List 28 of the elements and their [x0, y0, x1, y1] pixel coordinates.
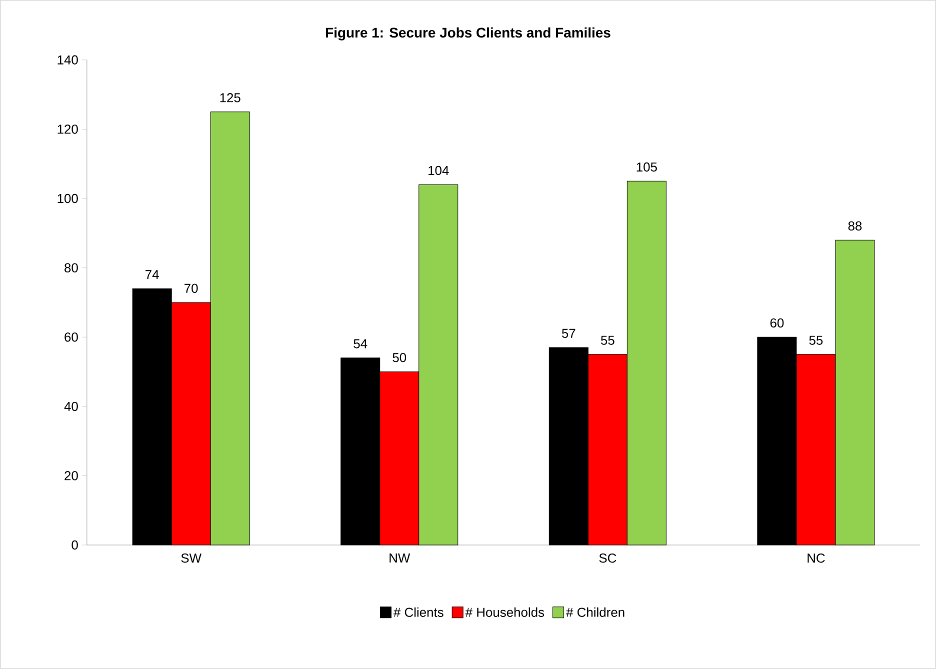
data-label: 105 — [636, 162, 657, 172]
y-tick-label: 20 — [64, 471, 78, 480]
legend-label: # Children — [566, 607, 624, 617]
x-tick-label: NW — [390, 554, 410, 562]
data-label: 70 — [184, 284, 198, 293]
data-label: 55 — [809, 336, 823, 345]
data-label: 50 — [392, 353, 406, 362]
x-tick-label: NC — [808, 554, 825, 563]
chart-title: Figure 1: Secure Jobs Clients and Families — [326, 27, 610, 40]
y-tick-label: 0 — [72, 540, 78, 550]
legend-label: # Clients — [394, 607, 444, 617]
y-tick-label: 140 — [58, 55, 78, 65]
y-tick-label: 60 — [64, 332, 78, 342]
data-label: 125 — [220, 93, 240, 102]
data-label: 88 — [848, 221, 862, 231]
y-tick-label: 80 — [64, 263, 78, 272]
y-tick-label: 100 — [58, 194, 78, 204]
data-label: 54 — [354, 339, 368, 348]
data-label: 74 — [146, 270, 159, 280]
x-tick-label: SW — [181, 554, 202, 563]
data-label: 55 — [600, 336, 614, 345]
x-tick-label: SC — [599, 554, 616, 563]
data-label: 57 — [562, 328, 576, 338]
legend-label: # Households — [465, 607, 544, 617]
y-tick-label: 40 — [64, 402, 78, 412]
y-tick-label: 120 — [58, 124, 78, 134]
data-label: 104 — [428, 166, 449, 176]
data-label: 60 — [770, 318, 784, 328]
